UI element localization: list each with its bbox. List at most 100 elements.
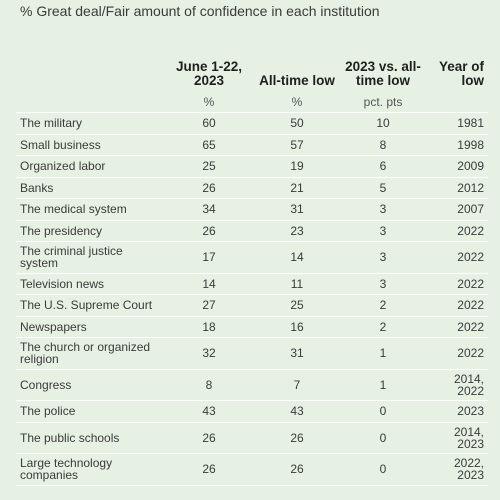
table-row: The military 60 50 10 1981	[16, 112, 488, 135]
institution-cell: Large technology companies	[16, 453, 164, 486]
confidence-table: June 1-22, 2023 All-time low 2023 vs. al…	[16, 56, 488, 486]
difference-cell: 1	[340, 337, 426, 370]
current-value-cell: 43	[164, 400, 254, 423]
all-time-low-cell: 31	[254, 198, 340, 221]
year-of-low-cell: 2022	[426, 316, 488, 338]
all-time-low-cell: 50	[254, 112, 340, 135]
table-row: The church or organized religion 32 31 1 202…	[16, 337, 488, 370]
current-value-cell: 60	[164, 112, 254, 135]
table-row: The medical system 34 31 3 2007	[16, 198, 488, 221]
institution-cell: Organized labor	[16, 155, 164, 178]
current-value-cell: 18	[164, 316, 254, 338]
difference-cell: 10	[340, 112, 426, 135]
institution-cell: The presidency	[16, 220, 164, 242]
table-row: The presidency 26 23 3 2022	[16, 220, 488, 242]
all-time-low-cell: 23	[254, 220, 340, 242]
all-time-low-cell: 14	[254, 241, 340, 274]
all-time-low-cell: 25	[254, 294, 340, 317]
all-time-low-cell: 26	[254, 453, 340, 486]
current-value-cell: 8	[164, 369, 254, 401]
column-header-all-time-low: All-time low	[259, 73, 335, 88]
current-value-cell: 17	[164, 241, 254, 274]
institution-cell: Television news	[16, 273, 164, 295]
difference-cell: 3	[340, 220, 426, 242]
institution-cell: The police	[16, 400, 164, 423]
units-row: % % pct. pts	[16, 92, 488, 113]
all-time-low-cell: 16	[254, 316, 340, 338]
current-value-cell: 32	[164, 337, 254, 370]
all-time-low-cell: 11	[254, 273, 340, 295]
all-time-low-cell: 21	[254, 177, 340, 199]
current-value-cell: 34	[164, 198, 254, 221]
year-of-low-cell: 2014, 2023	[426, 422, 488, 454]
unit-label: %	[164, 92, 254, 113]
difference-cell: 3	[340, 241, 426, 274]
all-time-low-cell: 57	[254, 134, 340, 156]
year-of-low-cell: 2023	[426, 400, 488, 423]
difference-cell: 1	[340, 369, 426, 401]
table-row: Congress 8 7 1 2014, 2022	[16, 369, 488, 401]
all-time-low-cell: 31	[254, 337, 340, 370]
table-row: Newspapers 18 16 2 2022	[16, 316, 488, 338]
chart-subtitle: % Great deal/Fair amount of confidence i…	[20, 3, 380, 19]
year-of-low-cell: 2022	[426, 294, 488, 317]
table-row: The police 43 43 0 2023	[16, 400, 488, 423]
current-value-cell: 26	[164, 220, 254, 242]
all-time-low-cell: 26	[254, 422, 340, 454]
difference-cell: 0	[340, 400, 426, 423]
year-of-low-cell: 2012	[426, 177, 488, 199]
difference-cell: 0	[340, 422, 426, 454]
year-of-low-cell: 2007	[426, 198, 488, 221]
all-time-low-cell: 43	[254, 400, 340, 423]
unit-label	[16, 92, 164, 113]
current-value-cell: 26	[164, 422, 254, 454]
year-of-low-cell: 1981	[426, 112, 488, 135]
current-value-cell: 26	[164, 177, 254, 199]
difference-cell: 3	[340, 198, 426, 221]
column-header-difference: 2023 vs. all-time low	[345, 59, 421, 88]
institution-cell: The military	[16, 112, 164, 135]
current-value-cell: 25	[164, 155, 254, 178]
difference-cell: 8	[340, 134, 426, 156]
all-time-low-cell: 7	[254, 369, 340, 401]
current-value-cell: 65	[164, 134, 254, 156]
difference-cell: 3	[340, 273, 426, 295]
year-of-low-cell: 2022	[426, 273, 488, 295]
institution-cell: The church or organized religion	[16, 337, 164, 370]
unit-label: pct. pts	[340, 92, 426, 113]
institution-cell: The U.S. Supreme Court	[16, 294, 164, 317]
year-of-low-cell: 2022	[426, 337, 488, 370]
institution-cell: The public schools	[16, 422, 164, 454]
year-of-low-cell: 2022	[426, 220, 488, 242]
current-value-cell: 14	[164, 273, 254, 295]
difference-cell: 0	[340, 453, 426, 486]
institution-cell: Small business	[16, 134, 164, 156]
difference-cell: 2	[340, 294, 426, 317]
column-header-current: June 1-22, 2023	[175, 59, 243, 88]
column-header-year-of-low: Year of low	[438, 59, 484, 88]
current-value-cell: 26	[164, 453, 254, 486]
year-of-low-cell: 2009	[426, 155, 488, 178]
unit-label: %	[254, 92, 340, 113]
institution-cell: The medical system	[16, 198, 164, 221]
year-of-low-cell: 2014, 2022	[426, 369, 488, 401]
year-of-low-cell: 2022	[426, 241, 488, 274]
difference-cell: 5	[340, 177, 426, 199]
year-of-low-cell: 1998	[426, 134, 488, 156]
all-time-low-cell: 19	[254, 155, 340, 178]
table-row: The U.S. Supreme Court 27 25 2 2022	[16, 294, 488, 317]
year-of-low-cell: 2022, 2023	[426, 453, 488, 486]
unit-label	[426, 92, 488, 113]
institution-cell: The criminal justice system	[16, 241, 164, 274]
table-row: Organized labor 25 19 6 2009	[16, 155, 488, 178]
difference-cell: 6	[340, 155, 426, 178]
institution-cell: Congress	[16, 369, 164, 401]
institution-cell: Newspapers	[16, 316, 164, 338]
institution-cell: Banks	[16, 177, 164, 199]
current-value-cell: 27	[164, 294, 254, 317]
table-row: Television news 14 11 3 2022	[16, 273, 488, 295]
difference-cell: 2	[340, 316, 426, 338]
table-row: Small business 65 57 8 1998	[16, 134, 488, 156]
table-row: The criminal justice system 17 14 3 2022	[16, 241, 488, 274]
table-row: Banks 26 21 5 2012	[16, 177, 488, 199]
